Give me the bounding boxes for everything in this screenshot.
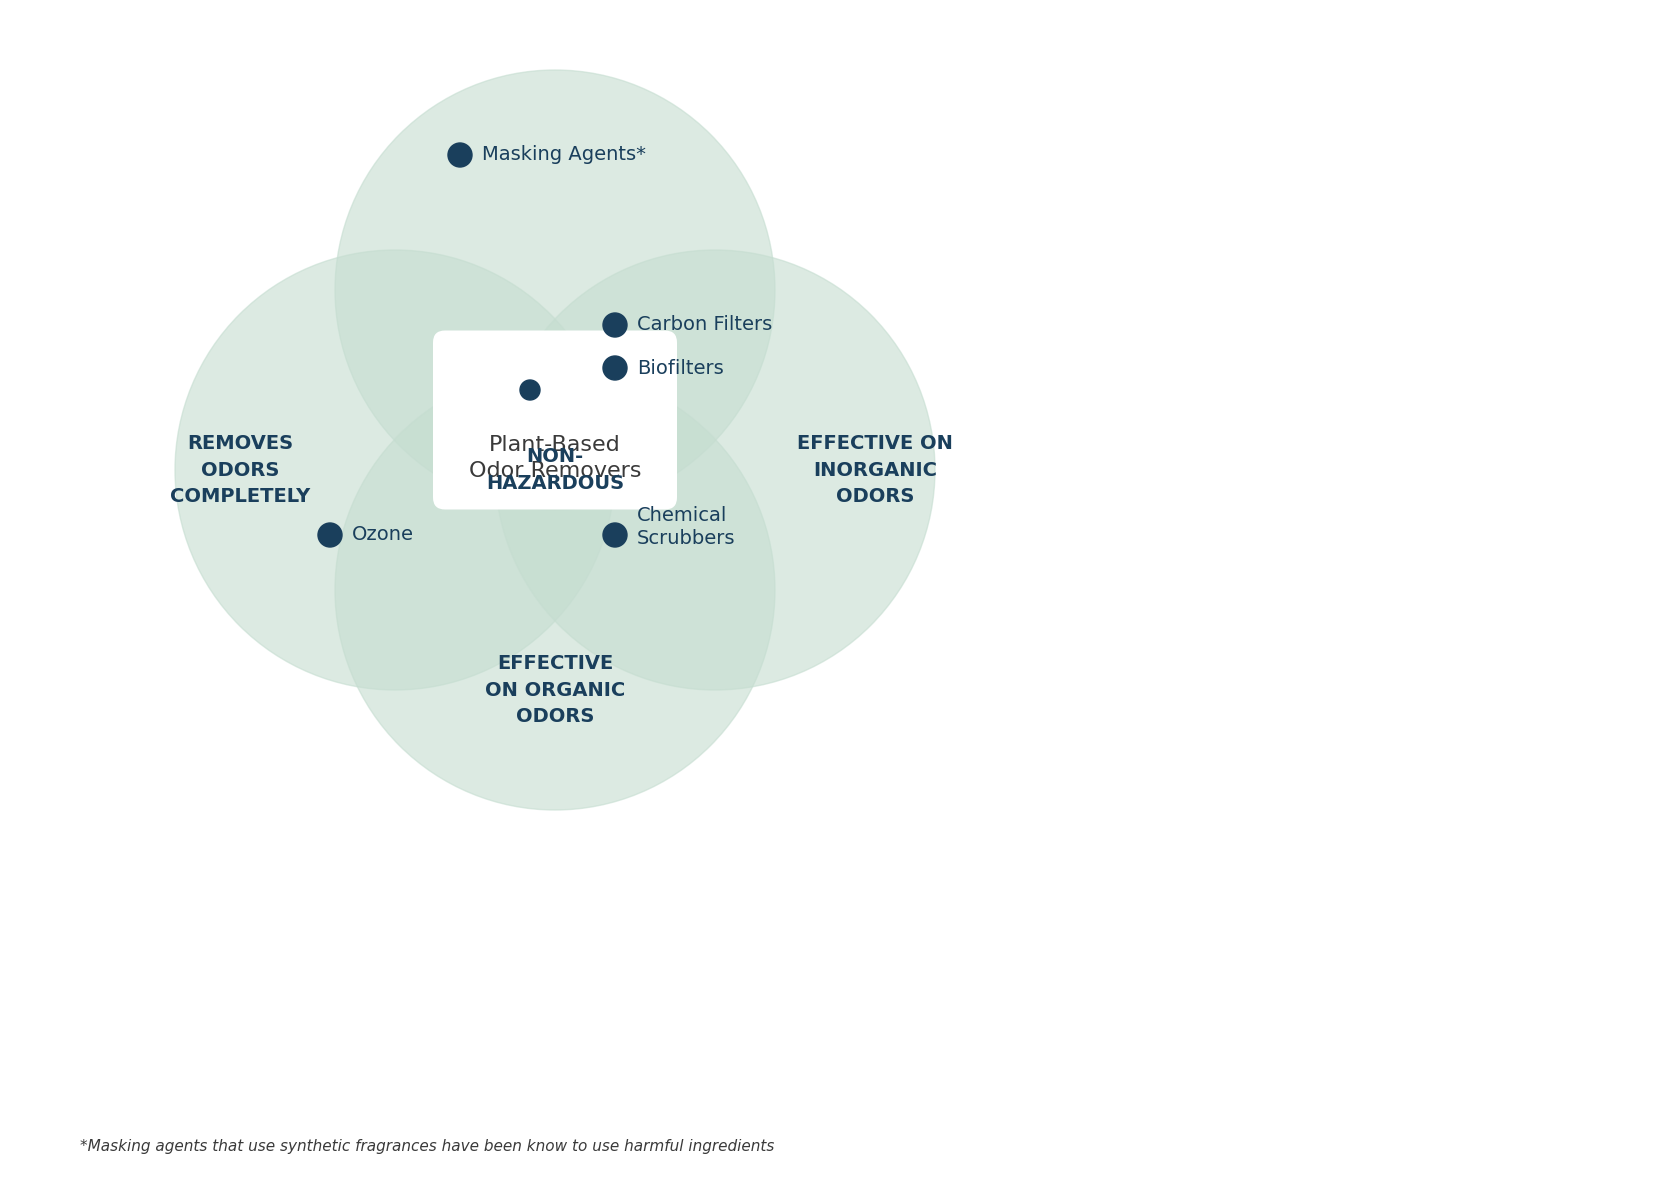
FancyBboxPatch shape <box>432 330 676 509</box>
Text: Chemical
Scrubbers: Chemical Scrubbers <box>636 506 736 548</box>
Text: NON-
HAZARDOUS: NON- HAZARDOUS <box>486 447 623 493</box>
Text: REMOVES
ODORS
COMPLETELY: REMOVES ODORS COMPLETELY <box>169 434 310 506</box>
Text: EFFECTIVE
ON ORGANIC
ODORS: EFFECTIVE ON ORGANIC ODORS <box>484 654 625 726</box>
Circle shape <box>603 356 626 380</box>
Text: Carbon Filters: Carbon Filters <box>636 316 772 335</box>
Circle shape <box>176 250 615 690</box>
Text: EFFECTIVE ON
INORGANIC
ODORS: EFFECTIVE ON INORGANIC ODORS <box>797 434 953 506</box>
Circle shape <box>603 313 626 337</box>
Circle shape <box>495 250 935 690</box>
Text: Ozone: Ozone <box>351 525 414 544</box>
Circle shape <box>318 523 341 547</box>
Text: *Masking agents that use synthetic fragrances have been know to use harmful ingr: *Masking agents that use synthetic fragr… <box>80 1139 774 1153</box>
Text: Masking Agents*: Masking Agents* <box>482 146 646 165</box>
Text: Plant-Based
Odor Removers: Plant-Based Odor Removers <box>469 435 641 482</box>
Circle shape <box>335 71 774 509</box>
Circle shape <box>447 144 472 167</box>
Circle shape <box>520 380 540 399</box>
Circle shape <box>335 370 774 810</box>
Circle shape <box>603 523 626 547</box>
Text: Biofilters: Biofilters <box>636 359 724 378</box>
